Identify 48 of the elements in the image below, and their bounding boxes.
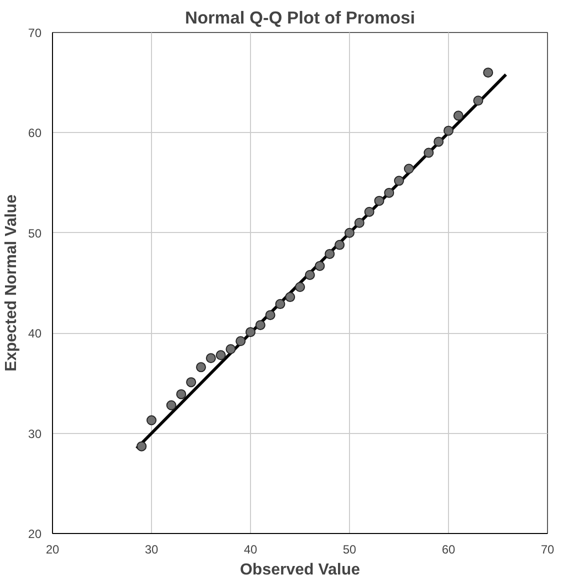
point [226,344,236,354]
x-tick-label: 70 [540,542,554,556]
point [434,136,444,147]
point [136,441,147,452]
point [324,248,335,259]
x-tick-label: 40 [244,542,258,556]
point [166,400,176,410]
y-tick-label: 30 [28,426,42,441]
point [384,188,394,198]
point [186,377,196,388]
point [295,282,305,292]
point [265,310,276,320]
x-tick-label: 60 [442,542,456,556]
point [236,336,246,346]
point [473,96,484,106]
x-tick-label: 20 [46,542,60,556]
point [444,126,454,136]
point [424,148,434,158]
point [483,68,494,78]
chart-title: Normal Q-Q Plot of Promosi [184,8,416,28]
point [374,196,384,206]
x-tick-label: 50 [342,542,356,556]
point [404,164,414,174]
y-tick-label: 70 [28,26,42,40]
point [285,292,296,302]
point [364,206,374,217]
point [314,260,325,271]
point [146,415,156,426]
point [453,110,464,121]
point [304,270,315,280]
point [394,176,404,186]
point [196,362,206,372]
y-tick-label: 50 [28,226,42,240]
y-tick-label: 20 [28,527,42,541]
point [334,240,345,250]
x-axis-title: Observed Value [240,562,360,578]
point [216,350,226,360]
y-tick-label: 40 [28,326,42,341]
point [206,353,216,364]
point [255,320,266,330]
y-axis-title: Expected Normal Value [3,194,20,372]
point [354,218,364,228]
point [246,327,256,338]
point [176,389,186,400]
point [344,228,354,238]
point [275,299,286,310]
x-tick-label: 30 [144,542,158,556]
y-tick-label: 60 [28,126,42,140]
